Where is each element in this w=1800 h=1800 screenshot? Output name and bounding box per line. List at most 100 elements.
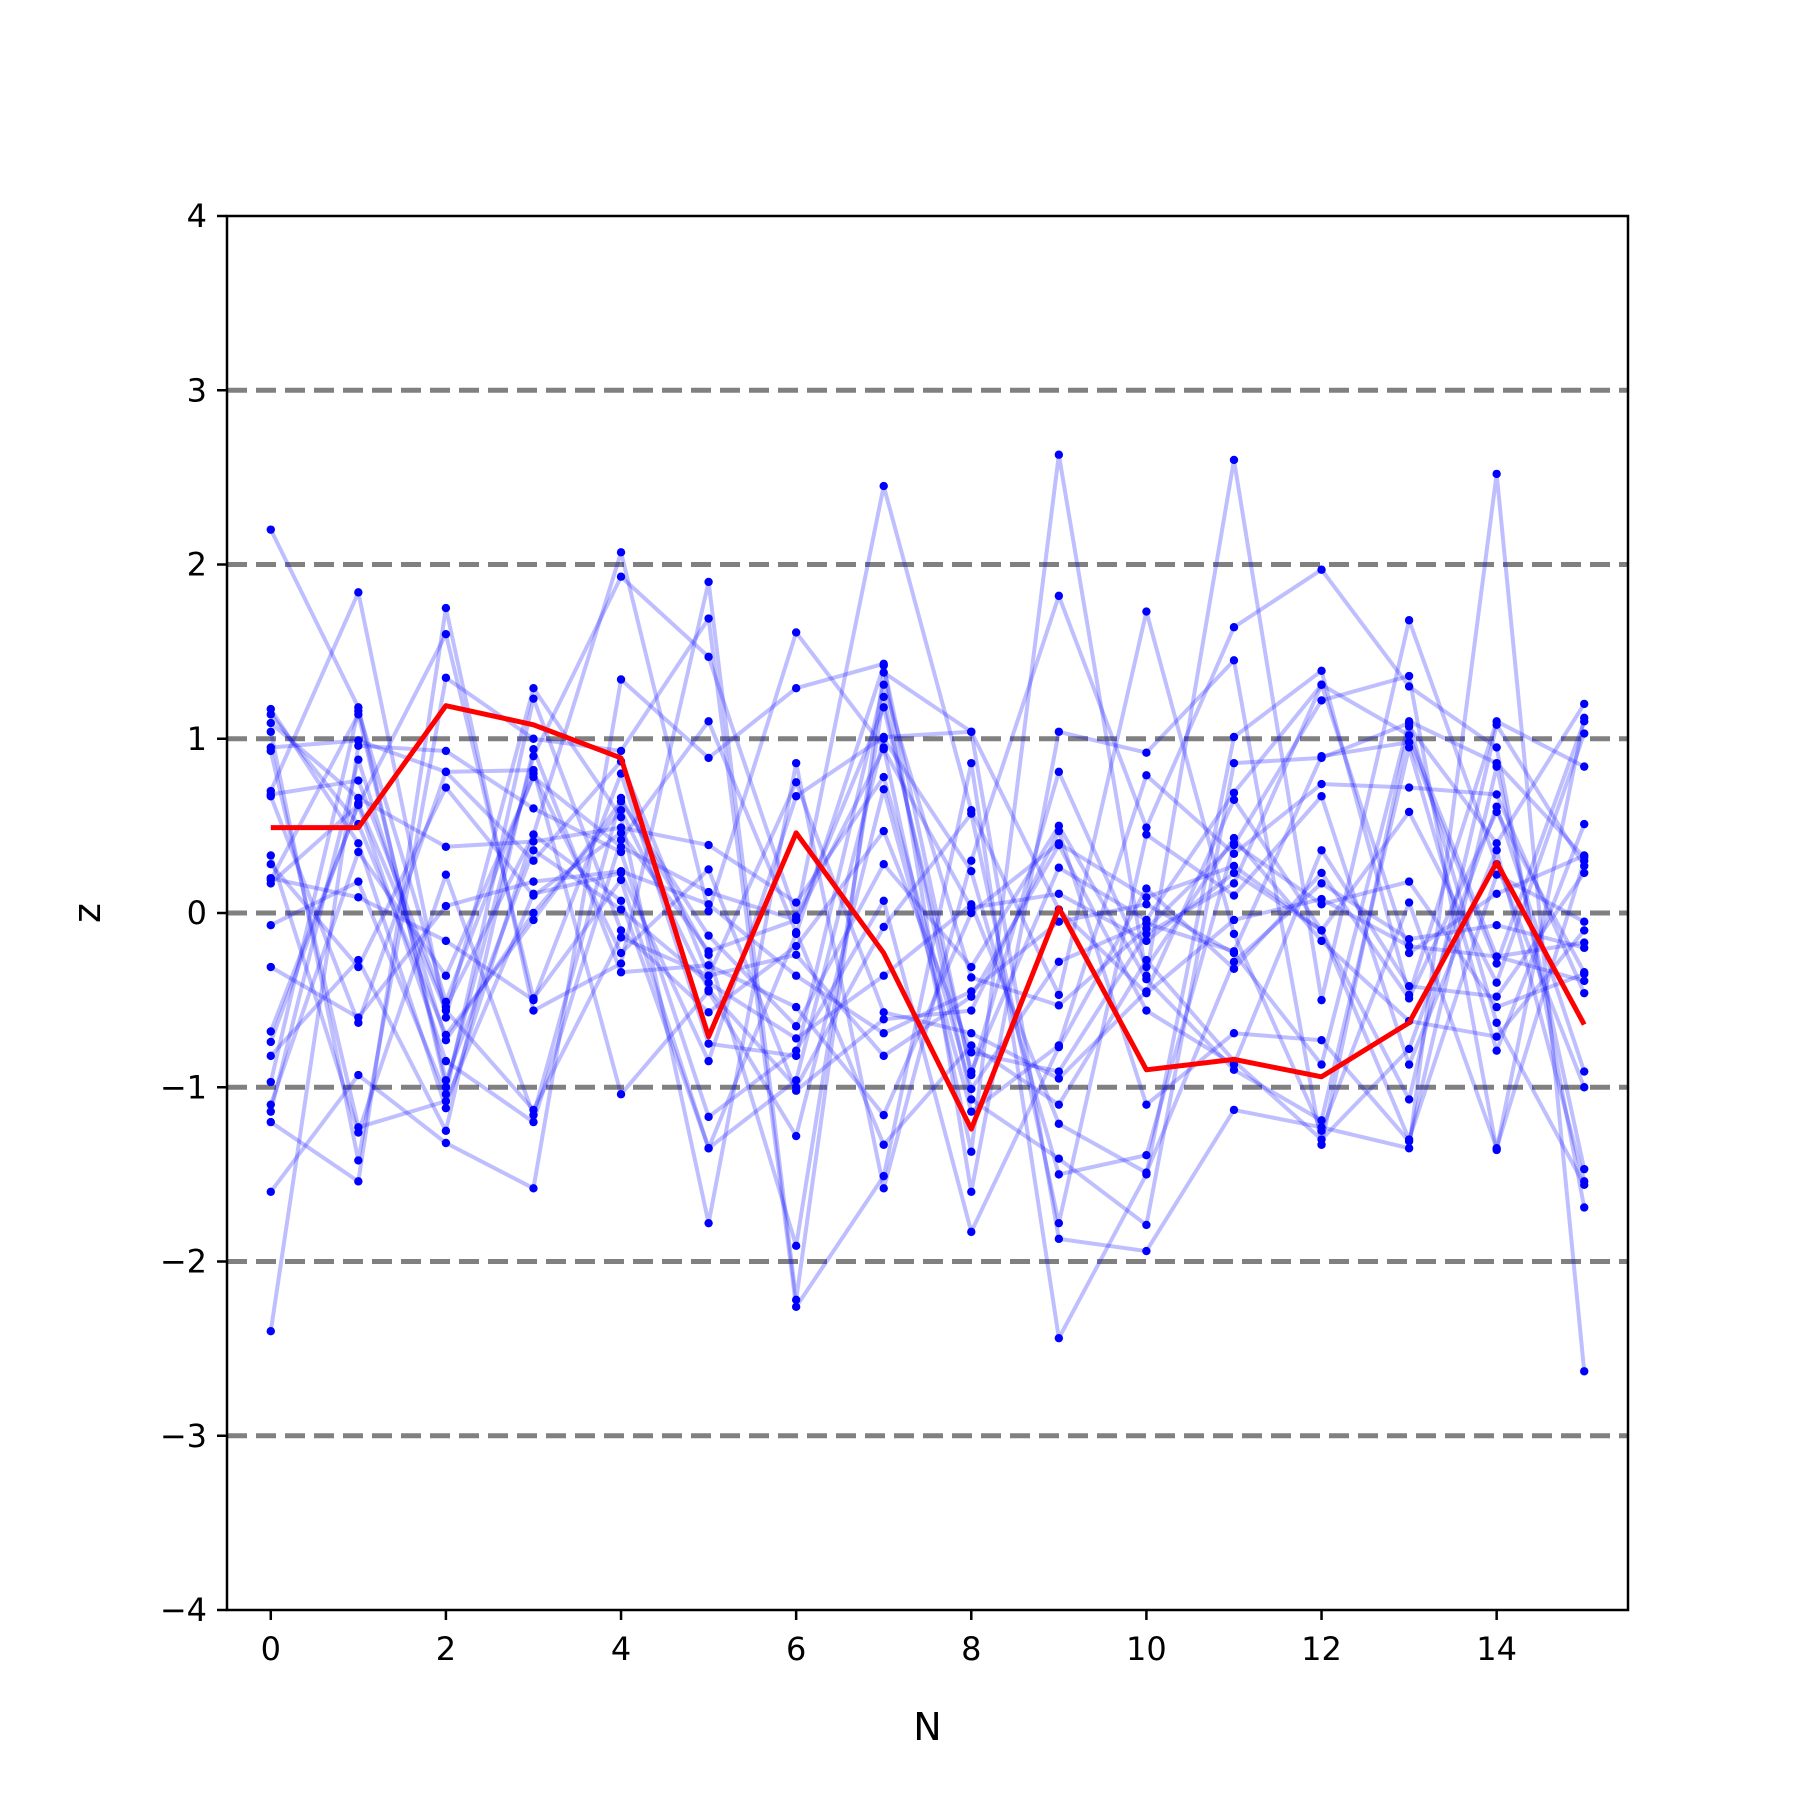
data-point	[354, 893, 363, 902]
data-point	[704, 1112, 713, 1122]
highlight-line	[270, 703, 1587, 1132]
data-point	[879, 481, 888, 491]
data-point	[967, 903, 976, 912]
data-point	[616, 548, 626, 557]
data-point	[266, 1037, 275, 1047]
data-point	[266, 1100, 275, 1109]
data-point	[704, 1218, 713, 1228]
data-point	[791, 971, 801, 980]
data-point	[967, 973, 976, 982]
data-point	[1317, 779, 1326, 789]
data-point	[704, 577, 713, 587]
data-point	[1229, 915, 1239, 925]
data-point	[1404, 1144, 1414, 1153]
data-point	[1142, 771, 1151, 780]
data-point	[1054, 591, 1064, 601]
data-point	[441, 1096, 451, 1106]
series-line	[268, 743, 1586, 1332]
data-point	[1142, 962, 1151, 972]
data-point	[791, 1302, 801, 1312]
data-point	[1492, 978, 1501, 987]
data-point	[1404, 717, 1414, 726]
data-point	[1054, 1333, 1064, 1343]
data-point	[967, 962, 976, 972]
data-point	[1492, 889, 1501, 899]
data-point	[1054, 1074, 1064, 1083]
data-point	[879, 703, 888, 712]
data-point	[529, 837, 538, 846]
data-point	[1054, 957, 1064, 966]
reference-lines	[227, 387, 1628, 1439]
data-point	[441, 1138, 451, 1148]
series-line	[268, 801, 1586, 1112]
data-point	[879, 692, 888, 702]
data-point	[1492, 790, 1501, 799]
data-point	[529, 1006, 538, 1015]
data-point	[441, 971, 451, 980]
data-point	[441, 1090, 451, 1099]
data-point	[704, 931, 713, 940]
y-tick-label: 4	[187, 197, 207, 235]
data-point	[1580, 868, 1589, 878]
data-point	[1229, 455, 1239, 465]
data-point	[967, 1187, 976, 1197]
data-point	[616, 675, 626, 684]
data-point	[441, 767, 451, 777]
data-point	[616, 933, 626, 942]
data-point	[704, 1056, 713, 1066]
data-point	[1580, 969, 1589, 979]
data-point	[1492, 1145, 1501, 1155]
data-point	[791, 1083, 801, 1092]
data-point	[1317, 1135, 1326, 1144]
data-point	[1229, 1029, 1239, 1038]
series-line	[270, 663, 1586, 1151]
series-line	[270, 682, 1585, 1058]
data-point	[1404, 948, 1414, 958]
data-point	[266, 1327, 275, 1336]
data-point	[529, 908, 538, 918]
data-point	[1229, 788, 1239, 797]
data-point	[1580, 976, 1589, 986]
data-point	[1492, 1018, 1501, 1027]
data-point	[967, 1006, 976, 1015]
data-point	[791, 1241, 801, 1251]
data-point	[1317, 868, 1326, 878]
data-point	[266, 860, 275, 869]
data-point	[1404, 981, 1414, 991]
series-line	[268, 694, 1586, 1248]
data-point	[1229, 1105, 1239, 1115]
y-tick-label: 1	[187, 720, 207, 758]
data-point	[441, 842, 451, 851]
data-point	[616, 875, 626, 885]
data-point	[354, 847, 363, 857]
data-point	[1054, 767, 1064, 777]
data-point	[1317, 936, 1326, 946]
data-point	[441, 630, 451, 639]
data-point	[1054, 863, 1064, 872]
data-point	[1492, 802, 1501, 811]
data-point	[529, 995, 538, 1005]
x-axis-ticks: 0 2 4 6 8 10 12 14	[261, 1610, 1517, 1668]
data-point	[1317, 846, 1326, 855]
data-point	[616, 868, 626, 878]
data-point	[1317, 894, 1326, 904]
data-point	[1492, 1002, 1501, 1012]
data-point	[1492, 469, 1501, 479]
data-point	[791, 778, 801, 787]
data-point	[967, 809, 976, 818]
data-point	[1054, 1218, 1064, 1228]
sample-series-points	[266, 450, 1589, 1376]
data-point	[1404, 1044, 1414, 1054]
data-point	[967, 856, 976, 865]
data-point	[1229, 732, 1239, 742]
data-point	[879, 1029, 888, 1038]
data-point	[266, 1077, 275, 1087]
data-point	[616, 905, 626, 914]
data-point	[529, 915, 538, 925]
data-point	[616, 572, 626, 581]
data-point	[791, 1076, 801, 1085]
data-point	[704, 947, 713, 956]
data-point	[791, 792, 801, 801]
data-point	[441, 673, 451, 682]
